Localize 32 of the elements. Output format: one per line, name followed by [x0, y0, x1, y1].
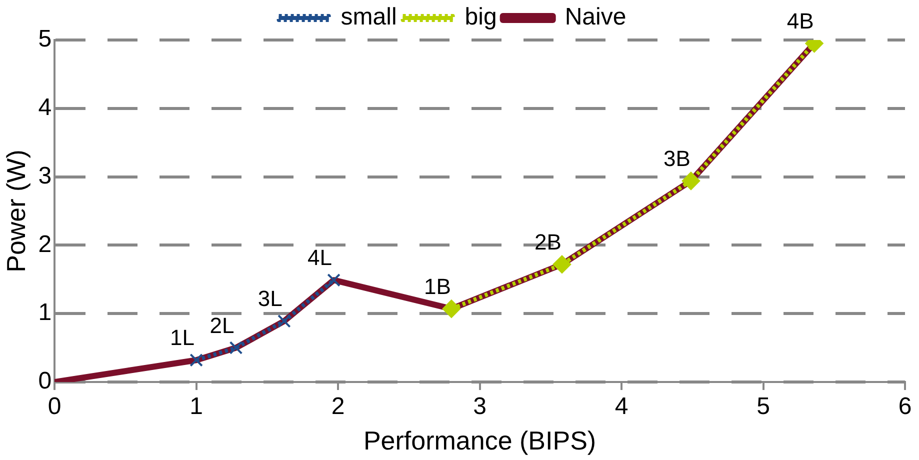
x-tick-label: 5 — [756, 393, 770, 420]
point — [682, 172, 700, 190]
annotation: 1B — [424, 274, 451, 299]
y-tick-label: 4 — [38, 94, 52, 122]
y-tick-label: 0 — [38, 368, 52, 395]
y-axis-title: Power (W) — [0, 150, 31, 272]
point — [327, 273, 340, 287]
x-tick-label: 4 — [614, 393, 628, 420]
x-tick-label: 3 — [473, 393, 486, 420]
y-tick-label: 3 — [38, 162, 52, 190]
annotation: 4B — [786, 8, 814, 34]
x-tick-label: 2 — [331, 393, 345, 420]
x-tick-label: 1 — [190, 393, 203, 420]
y-tick-label: 2 — [38, 230, 52, 258]
annotation: 3L — [258, 286, 282, 312]
point — [278, 314, 291, 328]
point — [552, 255, 571, 274]
y-tick-label: 1 — [38, 299, 52, 326]
point — [442, 300, 460, 318]
annotation: 1L — [170, 325, 195, 350]
legend-label: big — [464, 4, 497, 31]
annotation: 2B — [534, 229, 562, 254]
annotation: 2L — [210, 312, 234, 338]
x-tick-label: 6 — [898, 393, 912, 420]
annotation: 3B — [664, 146, 690, 171]
point — [229, 341, 243, 354]
y-tick-label: 5 — [38, 26, 52, 53]
point — [190, 353, 203, 367]
annotation: 4L — [308, 245, 332, 270]
legend-label: small — [340, 4, 397, 31]
legend-label: Naive — [564, 4, 626, 31]
x-axis-title: Performance (BIPS) — [363, 426, 596, 456]
